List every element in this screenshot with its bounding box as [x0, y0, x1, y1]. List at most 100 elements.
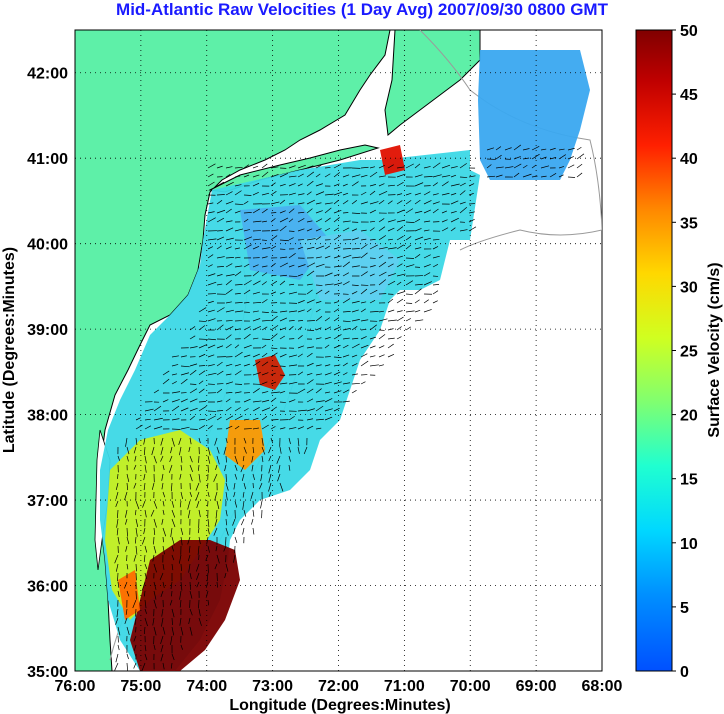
- velocity-arrow: [178, 554, 182, 564]
- velocity-arrow: [225, 246, 232, 250]
- velocity-arrow: [141, 581, 146, 591]
- velocity-arrow: [414, 310, 421, 313]
- velocity-arrow: [243, 446, 247, 454]
- velocity-arrow: [243, 174, 250, 178]
- velocity-arrow: [116, 608, 119, 618]
- velocity-arrow: [288, 237, 294, 241]
- lon-tick-label: 70:00: [450, 678, 491, 695]
- velocity-arrow: [531, 145, 540, 151]
- velocity-arrow: [531, 175, 538, 178]
- velocity-arrow: [306, 199, 316, 205]
- velocity-arrow: [207, 364, 215, 367]
- velocity-arrow: [162, 509, 165, 515]
- velocity-arrow: [306, 352, 313, 358]
- velocity-arrow: [450, 193, 457, 196]
- velocity-arrow: [180, 536, 183, 546]
- velocity-arrow: [225, 334, 232, 340]
- velocity-arrow: [351, 382, 360, 385]
- velocity-arrow: [387, 309, 395, 313]
- velocity-arrow: [324, 317, 331, 322]
- velocity-arrow: [522, 157, 530, 160]
- velocity-arrow: [279, 365, 286, 367]
- velocity-arrow: [333, 265, 342, 268]
- velocity-arrow: [297, 300, 305, 304]
- velocity-arrow: [324, 245, 331, 250]
- velocity-arrow: [225, 491, 228, 501]
- velocity-arrow: [252, 325, 261, 331]
- velocity-arrow: [252, 291, 261, 295]
- velocity-arrow: [351, 337, 359, 340]
- velocity-arrow: [171, 608, 175, 618]
- velocity-arrow: [135, 563, 137, 572]
- velocity-arrow: [270, 352, 278, 358]
- velocity-arrow: [189, 626, 193, 636]
- velocity-arrow: [342, 382, 351, 385]
- velocity-arrow: [414, 236, 424, 241]
- velocity-arrow: [234, 415, 243, 421]
- velocity-arrow: [170, 482, 173, 492]
- velocity-arrow: [414, 174, 423, 178]
- velocity-arrow: [306, 283, 313, 286]
- velocity-arrow: [270, 280, 278, 286]
- velocity-arrow: [387, 247, 397, 250]
- velocity-arrow: [297, 183, 303, 187]
- velocity-arrow: [315, 400, 325, 403]
- velocity-arrow: [432, 264, 439, 268]
- velocity-arrow: [333, 308, 339, 313]
- velocity-arrow: [216, 581, 218, 588]
- velocity-arrow: [360, 166, 369, 169]
- velocity-arrow: [115, 617, 119, 625]
- velocity-arrow: [369, 244, 378, 250]
- velocity-arrow: [306, 418, 314, 421]
- velocity-arrow: [225, 309, 234, 313]
- velocity-arrow: [153, 563, 157, 573]
- velocity-arrow: [414, 299, 420, 304]
- velocity-arrow: [360, 344, 369, 349]
- colorbar-tick-label: 15: [680, 472, 698, 489]
- velocity-arrow: [243, 263, 250, 268]
- velocity-arrow: [207, 318, 216, 322]
- velocity-arrow: [252, 353, 260, 358]
- velocity-arrow: [213, 473, 218, 482]
- velocity-arrow: [225, 274, 235, 277]
- velocity-arrow: [342, 298, 351, 304]
- velocity-arrow: [162, 491, 166, 498]
- velocity-arrow: [144, 455, 147, 464]
- velocity-arrow: [324, 227, 331, 232]
- velocity-arrow: [250, 491, 254, 500]
- velocity-arrow: [288, 183, 296, 187]
- velocity-arrow: [224, 464, 227, 472]
- velocity-arrow: [306, 299, 315, 304]
- velocity-arrow: [432, 162, 441, 169]
- velocity-arrow: [315, 236, 321, 241]
- velocity-arrow: [333, 407, 340, 412]
- velocity-arrow: [396, 166, 405, 169]
- velocity-arrow: [414, 163, 421, 169]
- velocity-arrow: [252, 271, 260, 277]
- velocity-arrow: [153, 426, 163, 430]
- velocity-arrow: [459, 201, 466, 205]
- velocity-arrow: [169, 599, 173, 606]
- velocity-arrow: [378, 254, 384, 259]
- velocity-arrow: [378, 345, 385, 349]
- velocity-arrow: [189, 455, 193, 463]
- velocity-arrow: [342, 328, 351, 331]
- velocity-arrow: [414, 199, 421, 205]
- velocity-arrow: [297, 446, 300, 454]
- velocity-arrow: [261, 372, 269, 376]
- velocity-arrow: [188, 446, 191, 453]
- velocity-arrow: [134, 536, 137, 544]
- velocity-arrow: [234, 293, 241, 295]
- velocity-arrow: [351, 181, 359, 187]
- velocity-arrow: [369, 324, 377, 331]
- velocity-arrow: [189, 464, 193, 473]
- velocity-arrow: [261, 338, 271, 340]
- velocity-arrow: [207, 246, 214, 250]
- velocity-arrow: [315, 289, 323, 295]
- colorbar-tick-label: 30: [680, 279, 698, 296]
- velocity-arrow: [432, 290, 439, 295]
- velocity-arrow: [243, 201, 249, 205]
- velocity-arrow: [169, 455, 173, 462]
- velocity-arrow: [522, 173, 532, 178]
- velocity-arrow: [396, 181, 404, 187]
